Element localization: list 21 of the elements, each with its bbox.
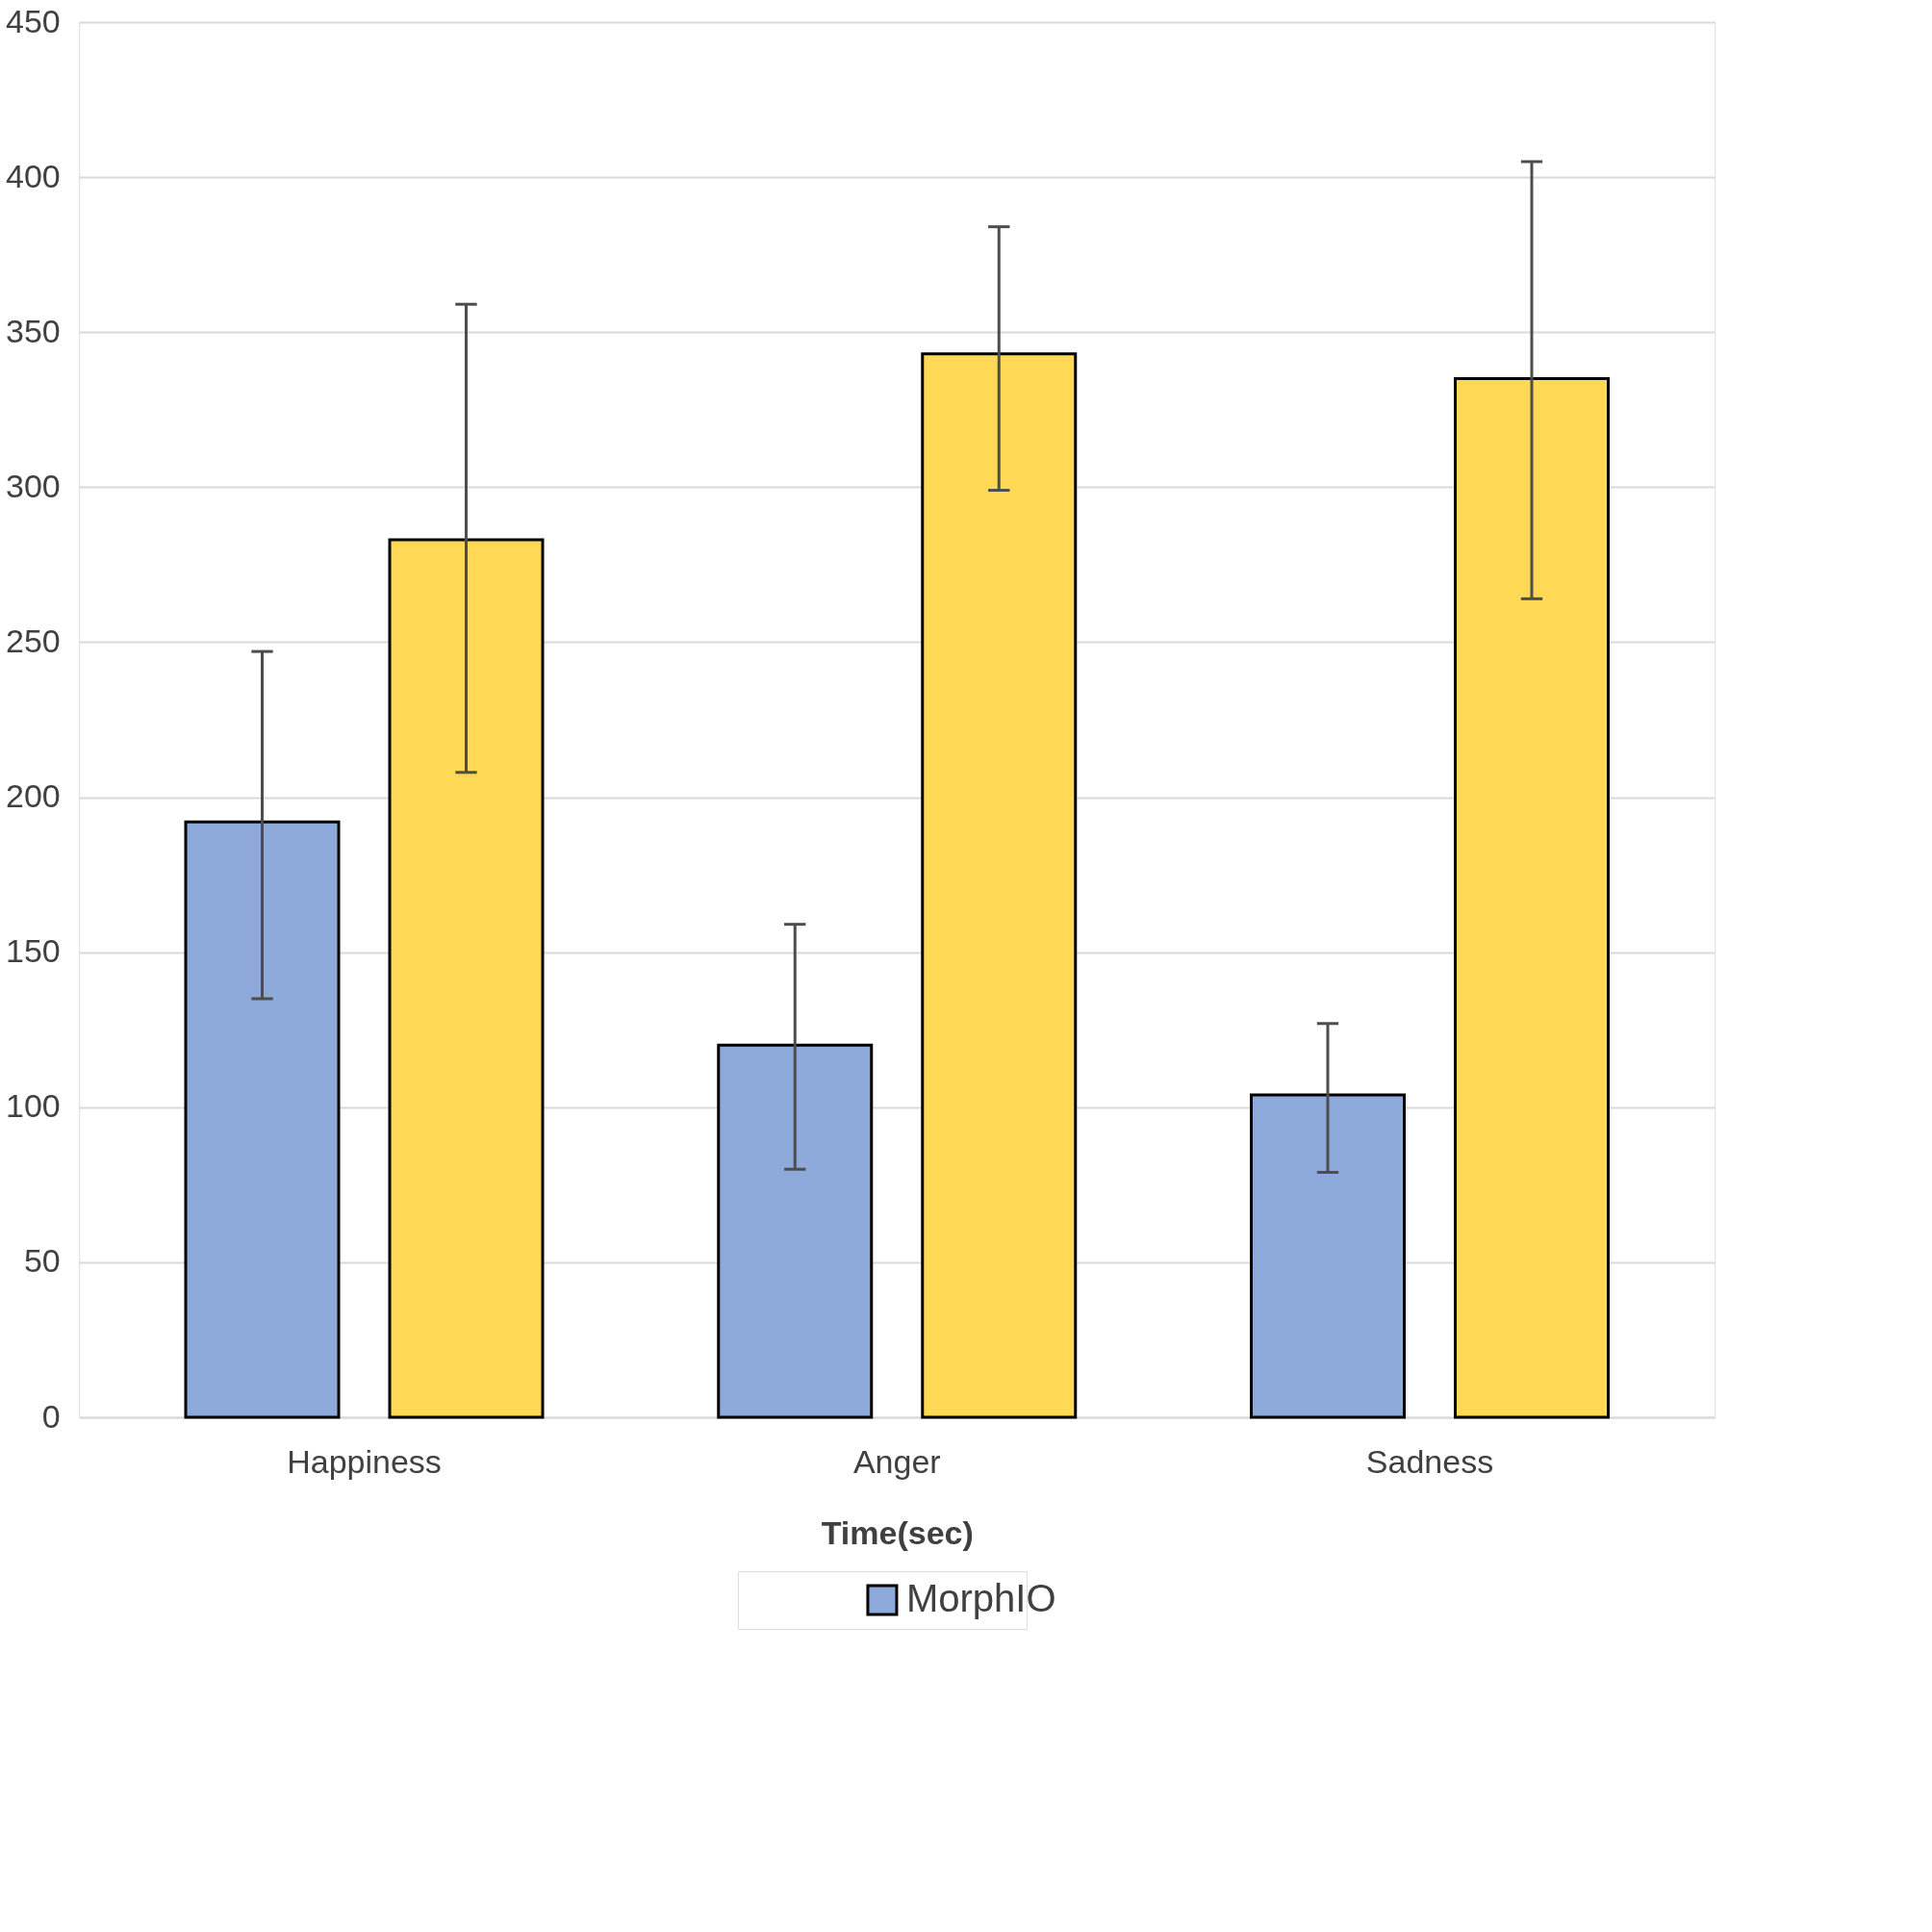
bar xyxy=(184,820,341,1419)
y-tick-label: 200 xyxy=(6,777,61,815)
y-tick-label: 100 xyxy=(6,1087,61,1125)
y-tick-label: 250 xyxy=(6,622,61,659)
legend-label: MorphIO xyxy=(905,1577,1056,1619)
y-tick-label: 350 xyxy=(6,312,61,349)
bar xyxy=(388,538,545,1419)
x-tick-label: Sadness xyxy=(1365,1442,1494,1480)
x-tick-label: Anger xyxy=(852,1442,941,1480)
y-tick-label: 450 xyxy=(6,2,61,39)
x-axis-title: Time(sec) xyxy=(821,1513,974,1551)
y-tick-label: 50 xyxy=(23,1242,61,1280)
bar xyxy=(717,1043,874,1419)
y-tick-label: 0 xyxy=(41,1397,61,1435)
x-tick-label: Happiness xyxy=(287,1442,442,1480)
y-tick-label: 150 xyxy=(6,932,61,970)
bar xyxy=(1454,377,1610,1419)
y-tick-label: 300 xyxy=(6,467,61,504)
bar xyxy=(921,352,1078,1419)
bar xyxy=(1249,1093,1406,1419)
y-tick-label: 400 xyxy=(6,157,61,194)
